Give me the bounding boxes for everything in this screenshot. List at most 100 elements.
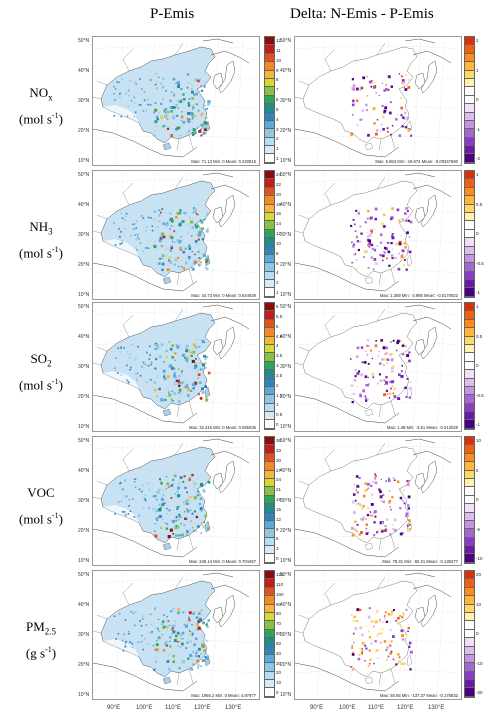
row-label: NOx (mol s-1): [0, 84, 82, 127]
country-borders: [295, 442, 396, 552]
lat-label: 30°N: [78, 364, 90, 370]
lat-label: 10°N: [78, 558, 90, 564]
hainan-island: [162, 676, 172, 685]
delta-pixels: [350, 607, 413, 671]
map-canvas: [93, 37, 259, 165]
delta-pixels: [350, 73, 413, 137]
country-borders: [295, 176, 396, 286]
hainan-island: [162, 408, 172, 417]
colorbar-tick-label: 8: [276, 77, 279, 83]
china-outline: [302, 46, 418, 144]
map-canvas: [295, 571, 461, 699]
colorbar-swatch: [265, 229, 274, 239]
lat-label: 50°N: [280, 172, 292, 178]
map-canvas: [295, 437, 461, 565]
stats-text: Max: 50.65 Min: -137.37 Mean: -0.176832: [379, 693, 459, 698]
colorbar-swatch: [265, 129, 274, 138]
colorbar-tick-label: 100: [276, 591, 284, 597]
hainan-island: [162, 276, 172, 285]
map-canvas: [93, 571, 259, 699]
colorbar-tick-label: 33: [276, 447, 282, 453]
p-emis-map-4: Max: 248.14 Min: 0 Mean: 0.704467: [92, 436, 260, 566]
lon-label: 110°E: [165, 705, 181, 711]
country-borders: [93, 442, 194, 552]
coastline: [295, 172, 452, 292]
colorbar-swatch: [465, 179, 474, 188]
colorbar-tick-label: 1: [276, 146, 279, 152]
lon-label: 90°E: [310, 705, 324, 711]
colorbar-swatch: [265, 238, 274, 247]
lat-label: 40°N: [78, 202, 90, 208]
lon-label: 100°E: [136, 705, 153, 711]
colorbar-swatch: [465, 629, 474, 639]
colorbar-swatch: [465, 671, 474, 681]
colorbar-tick-label: 18: [276, 201, 282, 207]
colorbar-swatch: [265, 571, 274, 580]
colorbar-tick-label: 2: [276, 136, 279, 142]
colorbar-swatch: [265, 361, 274, 371]
colorbar-tick-label: 14: [276, 221, 282, 227]
colorbar-swatch: [265, 187, 274, 197]
colorbar-swatch: [265, 546, 274, 555]
colorbar-swatch: [265, 344, 274, 354]
species-subscript: 2: [47, 358, 52, 369]
colorbar-swatch: [465, 353, 474, 362]
colorbar-tick-label: 1: [276, 402, 279, 408]
colorbar-tick-label: 0: [276, 556, 279, 561]
colorbar-swatch: [265, 420, 274, 429]
colorbar-tick-label: 0: [476, 631, 479, 636]
colorbar-tick-label: 10: [276, 680, 282, 686]
japan-outline: [420, 60, 438, 94]
colorbar-tick-label: 1: [476, 67, 479, 73]
colorbar-swatch: [465, 238, 474, 247]
colorbar-swatch: [265, 120, 274, 130]
colorbar-tick-label: 27: [276, 467, 282, 473]
unit-superscript: -1: [51, 510, 59, 520]
colorbar-tick-label: 2: [276, 382, 279, 388]
colorbar-tick-label: 24: [276, 477, 282, 483]
lat-label: 20°N: [280, 262, 292, 268]
colorbar-tick-label: 0.5: [276, 412, 283, 418]
colorbar-tick-label: 0: [476, 363, 479, 368]
lat-label: 50°N: [78, 304, 90, 310]
colorbar-swatch: [465, 654, 474, 664]
colorbar-swatch: [465, 271, 474, 281]
colorbar-swatch: [265, 638, 274, 647]
colorbar-swatch: [265, 621, 274, 630]
colorbar-swatch: [265, 478, 274, 488]
colorbar-swatch: [465, 62, 474, 71]
delta-map-5: Max: 50.65 Min: -137.37 Mean: -0.176832: [294, 570, 462, 700]
korea-outline: [212, 472, 224, 490]
colorbar-tick-label: 6: [276, 97, 279, 102]
colorbar-tick-label: -0.5: [476, 260, 484, 266]
colorbar-swatch: [265, 288, 274, 297]
colorbar-tick-label: 6: [276, 260, 279, 266]
stats-text: Max: 6.653 Min: -19.674 Mean: -0.0034766…: [374, 159, 459, 164]
colorbar-swatch: [465, 520, 474, 530]
colorbar-swatch: [265, 311, 274, 320]
colorbar-absolute: [264, 36, 275, 164]
colorbar-swatch: [265, 629, 274, 639]
colorbar-swatch: [465, 395, 474, 404]
row-label: VOC (mol s-1): [0, 484, 82, 527]
colorbar-absolute: [264, 302, 275, 430]
korea-outline: [212, 72, 224, 90]
species-name: SO: [30, 351, 48, 366]
colorbar-swatch: [465, 646, 474, 655]
colorbar-swatch: [465, 280, 474, 289]
country-borders: [295, 308, 396, 418]
colorbar-swatch: [265, 204, 274, 213]
coastline: [295, 572, 452, 692]
low-emission-area: [103, 105, 139, 123]
lat-label: 50°N: [78, 438, 90, 444]
colorbar-swatch: [465, 587, 474, 597]
lon-label: 130°E: [225, 705, 242, 711]
colorbar-swatch: [465, 171, 474, 180]
colorbar-tick-label: 36: [276, 438, 282, 443]
colorbar-swatch: [265, 437, 274, 446]
colorbar-swatch: [465, 478, 474, 488]
p-emis-map-1: Max: 71.13 Min: 0 Mean: 0.240815: [92, 36, 260, 166]
colorbar-tick-label: -20: [476, 690, 483, 695]
lat-label: 20°N: [78, 394, 90, 400]
hainan-island: [162, 542, 172, 551]
